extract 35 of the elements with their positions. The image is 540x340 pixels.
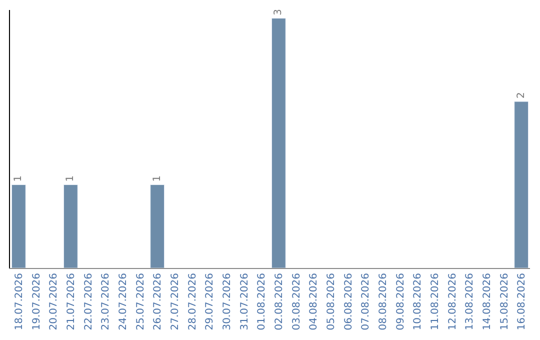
data-label: 3 <box>273 8 284 16</box>
x-tick-label: 04.08.2026 <box>308 273 320 330</box>
x-tick-label: 19.07.2026 <box>31 273 42 330</box>
x-tick-label: 31.07.2026 <box>239 273 250 330</box>
x-tick-label: 07.08.2026 <box>360 273 372 330</box>
x-tick-label: 27.07.2026 <box>170 273 181 330</box>
data-label: 1 <box>65 175 76 182</box>
x-tick-label: 09.08.2026 <box>395 273 406 330</box>
x-tick-label: 10.08.2026 <box>412 273 424 330</box>
x-tick-label: 15.08.2026 <box>499 273 510 330</box>
x-tick-label: 02.08.2026 <box>274 273 285 330</box>
x-tick-label: 29.07.2026 <box>204 273 216 330</box>
x-tick-label: 28.07.2026 <box>187 273 198 330</box>
x-tick-label: 06.08.2026 <box>343 273 354 330</box>
x-tick-label: 16.08.2026 <box>516 273 528 330</box>
x-tick-label: 18.07.2026 <box>14 273 25 330</box>
x-tick-label: 03.08.2026 <box>291 273 302 330</box>
x-tick-label: 24.07.2026 <box>118 273 129 330</box>
data-label: 1 <box>152 175 163 182</box>
data-label: 2 <box>516 92 527 99</box>
x-tick-label: 11.08.2026 <box>430 273 441 330</box>
x-tick-label: 25.07.2026 <box>135 273 146 330</box>
x-tick-label: 26.07.2026 <box>152 273 164 330</box>
x-tick-label: 23.07.2026 <box>100 273 112 330</box>
data-label: 1 <box>13 175 24 182</box>
x-tick-label: 13.08.2026 <box>464 273 476 330</box>
x-tick-label: 08.08.2026 <box>378 273 389 330</box>
x-tick-label: 14.08.2026 <box>482 273 493 330</box>
x-tick-label: 22.07.2026 <box>83 273 94 330</box>
x-tick-label: 30.07.2026 <box>222 273 233 330</box>
x-tick-label: 01.08.2026 <box>256 273 268 330</box>
x-tick-label: 12.08.2026 <box>447 273 458 330</box>
x-tick-label: 20.07.2026 <box>48 273 60 330</box>
x-tick-label: 21.07.2026 <box>66 273 77 330</box>
x-tick-label: 05.08.2026 <box>326 273 337 330</box>
